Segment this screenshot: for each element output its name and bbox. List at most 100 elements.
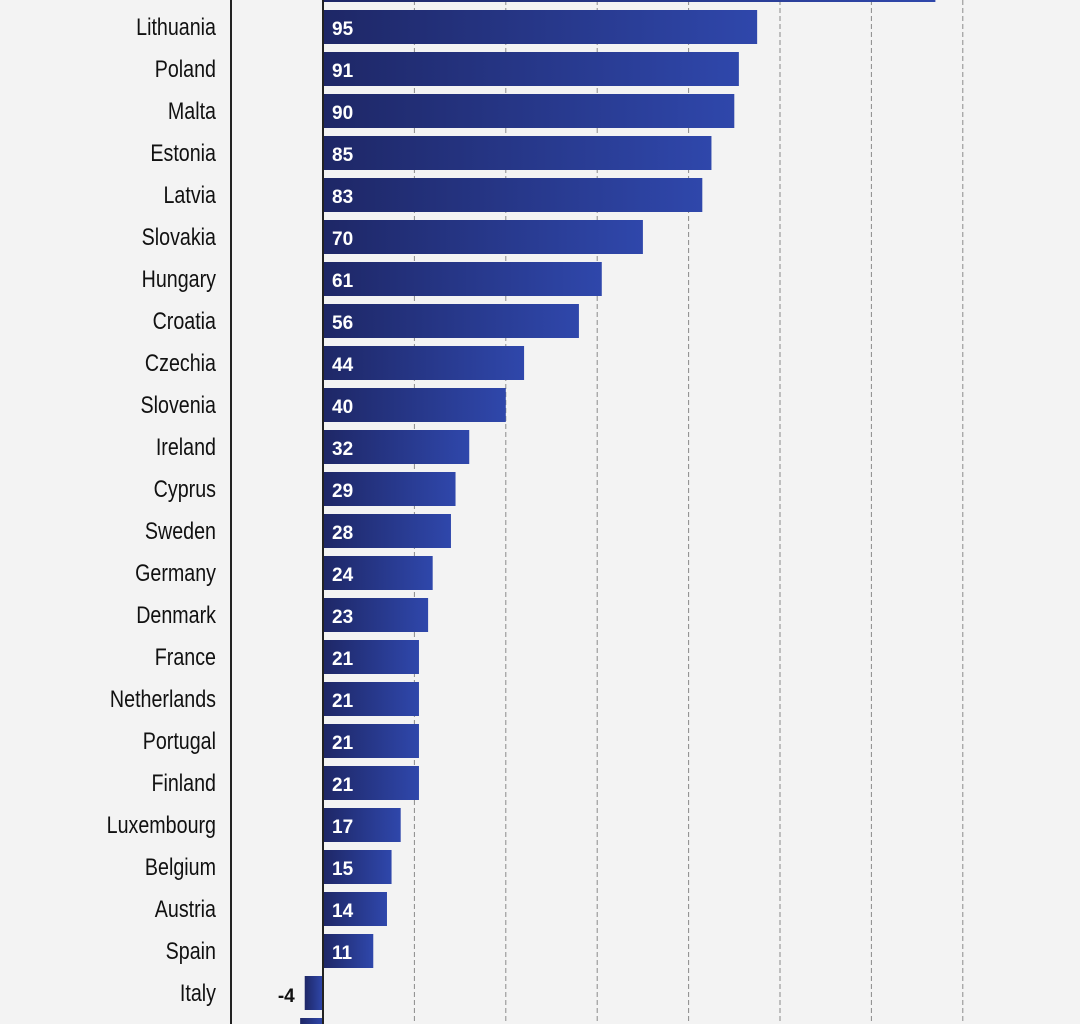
category-label: Slovakia: [142, 223, 217, 250]
category-label: Belgium: [145, 853, 216, 880]
value-label: 21: [332, 733, 354, 754]
bar-finland: [323, 766, 419, 800]
bar-malta: [323, 94, 735, 128]
category-label: Estonia: [150, 139, 216, 166]
category-label: Ireland: [156, 433, 216, 460]
category-label: Luxembourg: [107, 811, 216, 838]
bar-row: Czechia 44: [145, 346, 525, 380]
category-label: Czechia: [145, 349, 217, 376]
category-label: Hungary: [142, 265, 216, 292]
bar-row: Poland 91: [155, 52, 739, 86]
bar-row: Malta 90: [168, 94, 735, 128]
value-label: 91: [332, 61, 354, 82]
bar-row: Ireland 32: [156, 430, 470, 464]
bar-croatia: [323, 304, 579, 338]
bar-france: [323, 640, 419, 674]
value-label: 85: [332, 145, 354, 166]
bar-row: Luxembourg 17: [107, 808, 401, 842]
bar-partial: [323, 0, 936, 2]
value-label: 24: [332, 565, 354, 586]
bar-greece: [300, 1018, 323, 1024]
value-label: 21: [332, 775, 354, 796]
bar-cyprus: [323, 472, 456, 506]
bar-germany: [323, 556, 433, 590]
category-label: Croatia: [153, 307, 217, 334]
value-label: 44: [332, 355, 354, 376]
bar-row: Sweden 28: [145, 514, 451, 548]
value-label: -4: [278, 986, 295, 1007]
bar-spain: [323, 934, 374, 968]
category-label: Greece: [151, 1021, 216, 1024]
bar-row: Netherlands 21: [110, 682, 419, 716]
category-label: Cyprus: [154, 475, 216, 502]
value-label: 15: [332, 859, 354, 880]
category-label: Portugal: [143, 727, 216, 754]
bar-italy: [304, 976, 323, 1010]
value-label: 56: [332, 313, 353, 334]
bar-belgium: [323, 850, 392, 884]
category-label: Poland: [155, 55, 216, 82]
bar-ireland: [323, 430, 470, 464]
value-label: 70: [332, 229, 353, 250]
value-label: 95: [332, 19, 354, 40]
value-label: 40: [332, 397, 353, 418]
bar-row: Slovenia 40: [141, 388, 506, 422]
category-label: Denmark: [136, 601, 216, 628]
bar-luxembourg: [323, 808, 401, 842]
bar-row: Slovakia 70: [142, 220, 643, 254]
value-label: 28: [332, 523, 353, 544]
category-label: Italy: [180, 979, 216, 1006]
bar-row: Germany 24: [135, 556, 433, 590]
bar-row: Greece-5: [151, 1018, 323, 1024]
bar-netherlands: [323, 682, 419, 716]
bar-sweden: [323, 514, 451, 548]
category-label: France: [155, 643, 216, 670]
value-label: 83: [332, 187, 353, 208]
bar-lithuania: [323, 10, 758, 44]
bar-denmark: [323, 598, 429, 632]
bar-row: Austria 14: [155, 892, 387, 926]
bar-poland: [323, 52, 739, 86]
bar-hungary: [323, 262, 602, 296]
gridlines: [413, 0, 964, 1024]
bar-row: [323, 0, 936, 2]
bar-slovenia: [323, 388, 506, 422]
value-label: 90: [332, 103, 353, 124]
bar-portugal: [323, 724, 419, 758]
value-label: 29: [332, 481, 353, 502]
bar-row: Cyprus 29: [154, 472, 456, 506]
value-label: 11: [332, 943, 353, 964]
category-label: Spain: [166, 937, 216, 964]
bar-austria: [323, 892, 387, 926]
bar-row: Spain 11: [166, 934, 374, 968]
category-label: Netherlands: [110, 685, 216, 712]
bar-row: Croatia 56: [153, 304, 579, 338]
value-label: 14: [332, 901, 354, 922]
bar-czechia: [323, 346, 525, 380]
bar-row: Hungary 61: [142, 262, 602, 296]
value-label: 21: [332, 691, 354, 712]
category-label: Malta: [168, 97, 217, 124]
value-label: 21: [332, 649, 354, 670]
bar-row: Italy -4: [180, 976, 323, 1010]
category-label: Slovenia: [141, 391, 217, 418]
bar-row: Belgium 15: [145, 850, 392, 884]
bar-row: Latvia 83: [163, 178, 703, 212]
bar-slovakia: [323, 220, 643, 254]
category-label: Latvia: [163, 181, 216, 208]
bar-row: Estonia 85: [150, 136, 712, 170]
bar-row: Denmark 23: [136, 598, 429, 632]
bar-row: Lithuania 95: [136, 10, 758, 44]
category-label: Austria: [155, 895, 217, 922]
bar-row: Finland 21: [151, 766, 419, 800]
category-label: Sweden: [145, 517, 216, 544]
bar-latvia: [323, 178, 703, 212]
bar-row: France 21: [155, 640, 419, 674]
category-label: Germany: [135, 559, 216, 586]
bar-estonia: [323, 136, 712, 170]
category-label: Finland: [151, 769, 216, 796]
value-label: 61: [332, 271, 354, 292]
value-label: 17: [332, 817, 353, 838]
value-label: 32: [332, 439, 353, 460]
